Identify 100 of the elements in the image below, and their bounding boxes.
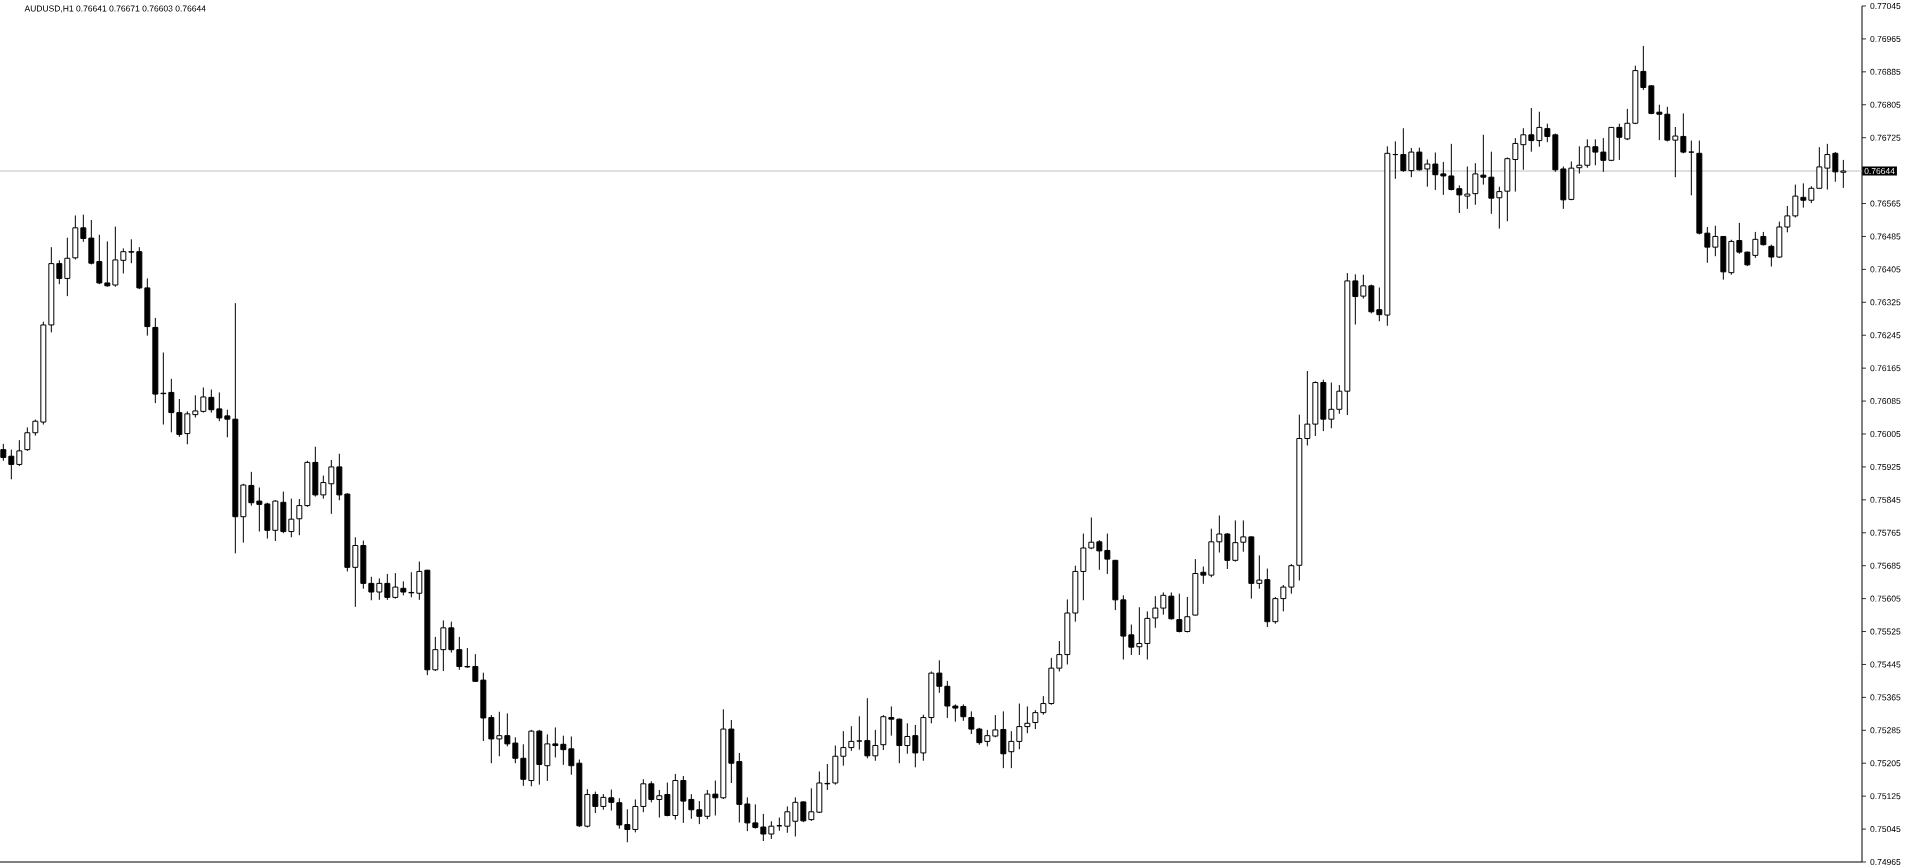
candlestick <box>592 791 599 814</box>
y-tick-label: 0.76485 <box>1870 233 1901 240</box>
candlestick <box>24 426 31 452</box>
candlestick <box>1008 730 1015 769</box>
candlestick <box>848 725 855 752</box>
candlestick <box>16 439 23 467</box>
candlestick <box>1520 127 1527 171</box>
candlestick <box>616 797 623 830</box>
candlestick <box>1536 111 1543 148</box>
candlestick <box>696 800 703 825</box>
candlestick <box>1160 591 1167 616</box>
y-tick-label: 0.75285 <box>1870 727 1901 734</box>
candlestick <box>432 636 439 672</box>
candlestick <box>1256 554 1263 590</box>
candlestick <box>384 573 391 601</box>
candlestick <box>176 398 183 438</box>
candlestick <box>800 801 807 823</box>
candlestick <box>248 471 255 507</box>
candlestick <box>1104 533 1111 575</box>
candlestick <box>1136 606 1143 656</box>
candlestick <box>1016 703 1023 750</box>
candlestick <box>1400 127 1407 173</box>
candlestick <box>488 714 495 764</box>
y-tick-label: 0.76165 <box>1870 365 1901 372</box>
candlestick <box>64 237 71 297</box>
candlestick <box>1464 165 1471 210</box>
candlestick <box>1096 539 1103 571</box>
candlestick <box>1088 517 1095 550</box>
candlestick <box>504 712 511 747</box>
candlestick <box>608 789 615 812</box>
candlestick <box>680 775 687 824</box>
y-tick-label: 0.76405 <box>1870 266 1901 273</box>
candlestick <box>408 571 415 598</box>
candlestick <box>456 636 463 671</box>
candlestick <box>1712 225 1719 257</box>
candlestick <box>744 796 751 832</box>
candlestick <box>1424 159 1431 188</box>
candlestick <box>416 561 423 601</box>
y-tick-label: 0.77045 <box>1870 2 1901 9</box>
y-tick-label: 0.76325 <box>1870 299 1901 306</box>
candlestick <box>808 787 815 822</box>
candlestick <box>1056 640 1063 672</box>
candlestick <box>376 577 383 601</box>
candlestick <box>1408 147 1415 178</box>
candlestick <box>96 234 103 285</box>
candlestick <box>624 808 631 843</box>
candlestick <box>1328 382 1335 429</box>
candlestick <box>464 647 471 669</box>
y-tick-label: 0.75365 <box>1870 694 1901 701</box>
chart-title: AUDUSD,H1 0.76641 0.76671 0.76603 0.76644 <box>24 5 206 13</box>
candlestick <box>496 711 503 757</box>
candlestick <box>1496 186 1503 230</box>
y-tick-label: 0.75125 <box>1870 793 1901 800</box>
y-tick-label: 0.76965 <box>1870 35 1901 42</box>
y-tick-label: 0.75445 <box>1870 661 1901 668</box>
candlestick <box>1592 138 1599 166</box>
candlestick <box>1704 226 1711 264</box>
candlestick <box>1800 182 1807 209</box>
y-tick-label: 0.75045 <box>1870 826 1901 833</box>
candlestick <box>560 735 567 766</box>
candlestick <box>1736 222 1743 255</box>
candlestick <box>1656 104 1663 141</box>
candlestick <box>296 498 303 536</box>
candlestick <box>1288 563 1295 595</box>
candlestick <box>1544 123 1551 143</box>
candlestick <box>128 238 135 264</box>
candlestick <box>552 726 559 758</box>
candlestick <box>1640 45 1647 91</box>
y-tick-label: 0.76085 <box>1870 398 1901 405</box>
y-tick-label: 0.76565 <box>1870 200 1901 207</box>
candlestick <box>944 680 951 719</box>
candlestick <box>1680 112 1687 154</box>
candlestick <box>1040 695 1047 716</box>
ref-line-label: 0.76644 <box>1864 168 1895 175</box>
candlestick <box>120 247 127 274</box>
candlestick <box>1576 145 1583 174</box>
y-tick-label: 0.76885 <box>1870 68 1901 75</box>
candlestick <box>1360 274 1367 300</box>
candlestick <box>1184 596 1191 633</box>
candlestick <box>1080 533 1087 601</box>
candlestick <box>1272 596 1279 625</box>
y-tick-label: 0.76005 <box>1870 430 1901 437</box>
candlestick <box>392 572 399 600</box>
y-tick-label: 0.75765 <box>1870 529 1901 536</box>
candlestick <box>472 653 479 683</box>
candlestick <box>184 410 191 445</box>
y-tick-label: 0.75685 <box>1870 562 1901 569</box>
candlestick <box>224 409 231 438</box>
candlestick <box>664 782 671 817</box>
candlestick <box>704 789 711 820</box>
candlestick <box>1024 705 1031 734</box>
y-tick-label: 0.76245 <box>1870 332 1901 339</box>
candlestick <box>1784 205 1791 233</box>
candlestick <box>368 576 375 601</box>
candlestick <box>1152 595 1159 629</box>
candlestick <box>1352 273 1359 326</box>
candlestick <box>1528 107 1535 153</box>
candlestick <box>752 803 759 830</box>
candlestick <box>1432 152 1439 191</box>
candlestick <box>1032 709 1039 730</box>
